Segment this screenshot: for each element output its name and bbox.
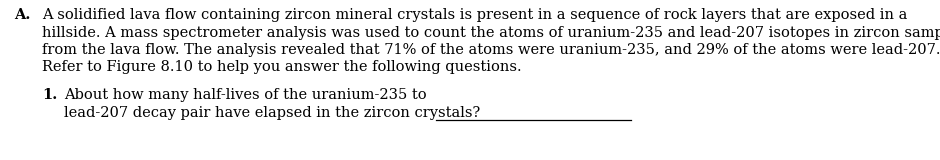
Text: About how many half-lives of the uranium-235 to: About how many half-lives of the uranium… xyxy=(64,88,427,102)
Text: hillside. A mass spectrometer analysis was used to count the atoms of uranium-23: hillside. A mass spectrometer analysis w… xyxy=(42,25,940,40)
Text: A.: A. xyxy=(14,8,30,22)
Text: Refer to Figure 8.10 to help you answer the following questions.: Refer to Figure 8.10 to help you answer … xyxy=(42,60,522,75)
Text: A solidified lava flow containing zircon mineral crystals is present in a sequen: A solidified lava flow containing zircon… xyxy=(42,8,907,22)
Text: lead-207 decay pair have elapsed in the zircon crystals?: lead-207 decay pair have elapsed in the … xyxy=(64,105,480,120)
Text: 1.: 1. xyxy=(42,88,57,102)
Text: from the lava flow. The analysis revealed that 71% of the atoms were uranium-235: from the lava flow. The analysis reveale… xyxy=(42,43,940,57)
